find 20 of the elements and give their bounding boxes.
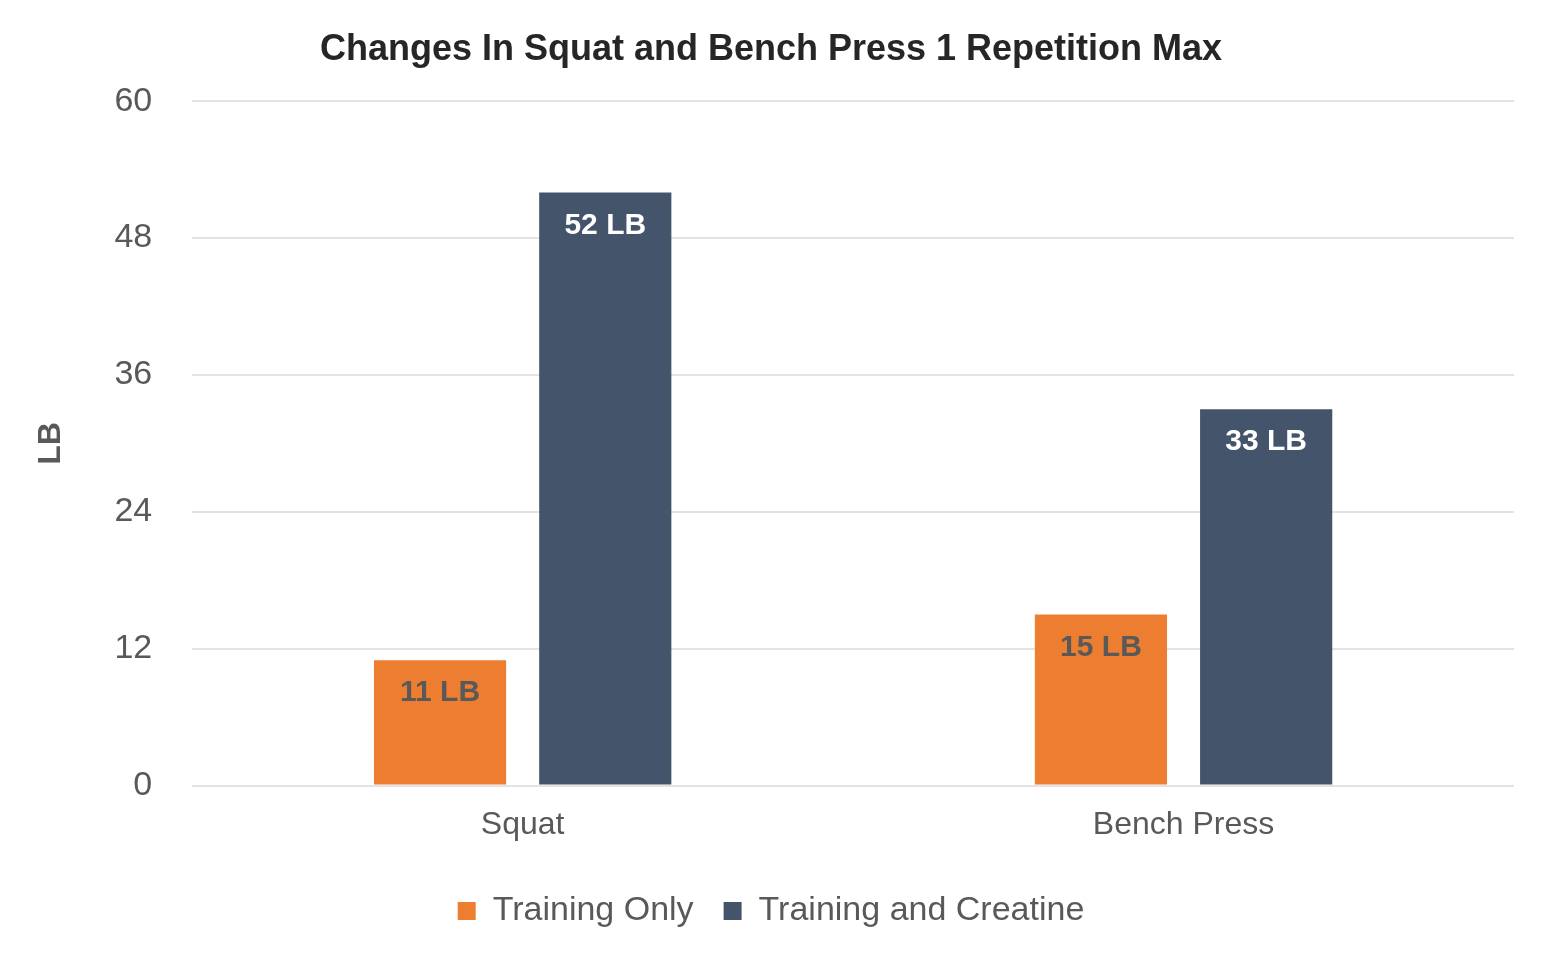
- legend-label: Training Only: [492, 889, 694, 928]
- y-tick-label: 36: [114, 353, 153, 392]
- legend-label: Training and Creatine: [758, 889, 1085, 928]
- bar: [373, 660, 507, 785]
- bar: [1034, 614, 1168, 785]
- y-axis-title: LB: [31, 422, 68, 465]
- y-tick-label: 12: [114, 627, 153, 666]
- y-tick-label: 0: [133, 763, 153, 802]
- bar: [539, 192, 672, 785]
- data-label: 33 LB: [1225, 423, 1308, 457]
- y-tick-label: 48: [114, 216, 153, 255]
- x-tick-label: Squat: [480, 804, 565, 841]
- data-label: 52 LB: [564, 206, 647, 240]
- x-tick-label: Bench Press: [1092, 804, 1275, 841]
- data-label: 11 LB: [400, 674, 481, 708]
- bar: [1200, 409, 1333, 785]
- y-tick-label: 60: [114, 79, 153, 118]
- y-tick-label: 24: [114, 490, 153, 529]
- chart-title: Changes In Squat and Bench Press 1 Repetition Max: [319, 26, 1223, 68]
- data-label: 15 LB: [1060, 628, 1142, 662]
